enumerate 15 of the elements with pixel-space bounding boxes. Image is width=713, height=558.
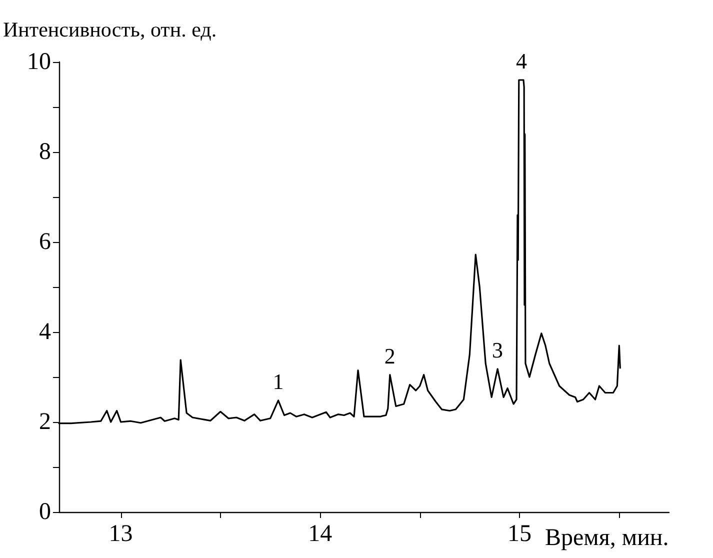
annotation: 1: [272, 368, 284, 394]
y-tick-label: 10: [27, 49, 51, 75]
x-tick-label: 15: [507, 521, 532, 547]
y-tick-label: 6: [39, 229, 51, 255]
y-tick-label: 2: [39, 409, 51, 435]
x-axis-title: Время, мин.: [545, 525, 669, 551]
y-tick-label: 4: [39, 319, 51, 345]
x-tick-label: 14: [308, 521, 332, 547]
y-tick-label: 8: [39, 139, 51, 165]
y-tick-label: 0: [39, 499, 51, 525]
annotation: 4: [516, 48, 527, 74]
x-tick-label: 13: [108, 521, 133, 547]
annotation: 3: [492, 337, 504, 362]
y-axis-title: Интенсивность, отн. ед.: [3, 18, 217, 42]
annotation: 2: [384, 343, 396, 368]
